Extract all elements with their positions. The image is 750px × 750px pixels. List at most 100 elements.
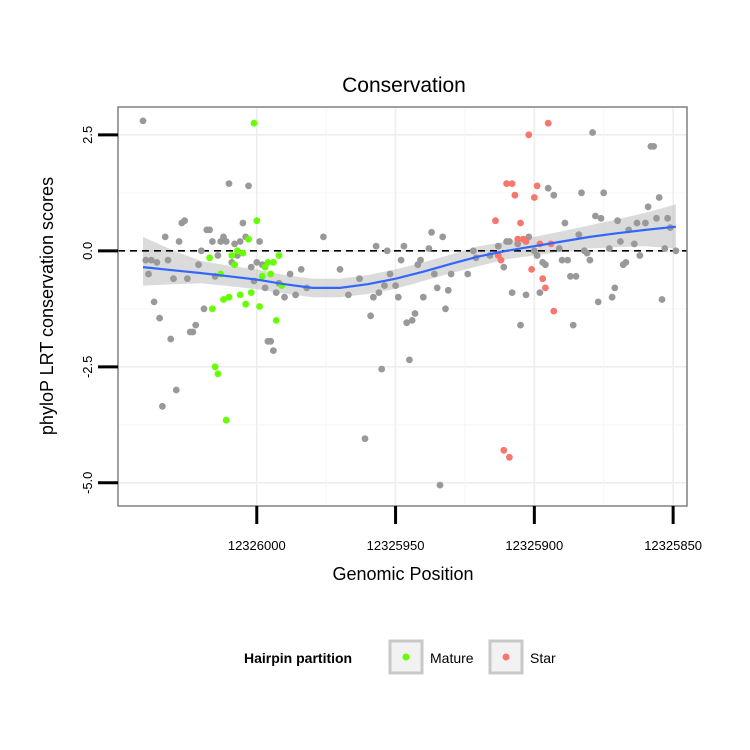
data-point-mature <box>222 416 230 424</box>
data-point-other <box>161 233 169 241</box>
data-point-other <box>572 272 580 280</box>
data-point-other <box>586 256 594 264</box>
legend-marker-mature <box>402 653 410 661</box>
data-point-star <box>550 307 558 315</box>
data-point-other <box>536 289 544 296</box>
data-point-star <box>508 180 516 188</box>
data-point-other <box>156 314 164 322</box>
data-point-other <box>600 189 608 197</box>
data-point-other <box>272 289 280 296</box>
x-axis-title: Genomic Position <box>332 564 473 584</box>
data-point-other <box>142 256 150 264</box>
data-point-other <box>206 226 214 234</box>
data-point-mature <box>231 261 239 269</box>
data-point-other <box>394 293 402 301</box>
data-point-other <box>197 247 205 255</box>
data-point-mature <box>253 217 261 225</box>
data-point-star <box>528 266 535 273</box>
x-tick-label: 12325950 <box>367 538 425 553</box>
data-point-other <box>267 337 275 345</box>
data-point-other <box>517 321 524 329</box>
data-point-star <box>506 453 513 461</box>
data-point-other <box>550 191 558 199</box>
data-point-other <box>439 233 447 241</box>
legend-item-star: Star <box>488 639 556 675</box>
data-point-other <box>222 238 230 245</box>
data-point-other <box>411 310 419 317</box>
data-point-other <box>139 117 147 125</box>
data-point-other <box>153 259 161 266</box>
data-point-other <box>245 182 252 190</box>
data-point-other <box>367 312 374 320</box>
data-point-other <box>494 242 502 250</box>
data-point-mature <box>234 247 241 255</box>
data-point-other <box>403 319 411 327</box>
data-point-other <box>147 256 155 264</box>
data-point-other <box>644 203 652 211</box>
data-point-other <box>433 284 441 292</box>
data-point-other <box>200 305 208 313</box>
data-point-other <box>375 289 383 296</box>
data-point-mature <box>206 254 214 262</box>
data-point-other <box>370 293 377 301</box>
data-point-other <box>425 245 433 252</box>
data-point-other <box>564 256 571 264</box>
data-point-other <box>336 266 344 273</box>
data-point-mature <box>236 291 244 299</box>
data-point-other <box>567 272 574 280</box>
legend-marker-star <box>502 653 510 661</box>
data-point-other <box>192 321 200 329</box>
data-point-mature <box>270 259 277 266</box>
data-point-other <box>661 245 669 252</box>
plot-border <box>117 106 688 507</box>
data-point-other <box>170 275 177 283</box>
data-point-star <box>522 238 530 245</box>
data-point-other <box>406 356 413 364</box>
data-point-other <box>167 335 175 343</box>
data-points <box>139 117 680 489</box>
data-point-other <box>617 238 624 245</box>
data-point-other <box>386 270 394 278</box>
data-point-other <box>231 240 239 248</box>
x-tick-label: 12326000 <box>228 538 286 553</box>
data-point-other <box>608 293 616 301</box>
data-point-other <box>655 194 663 201</box>
data-point-other <box>444 286 452 294</box>
data-point-other <box>469 247 477 255</box>
data-point-other <box>575 231 583 239</box>
data-point-other <box>514 240 522 248</box>
data-point-star <box>525 131 533 139</box>
data-point-mature <box>242 300 250 308</box>
data-point-other <box>392 282 399 289</box>
data-point-other <box>597 214 605 222</box>
data-point-other <box>164 256 172 264</box>
data-point-other <box>500 263 508 271</box>
data-point-other <box>236 238 244 245</box>
data-point-other <box>506 238 513 245</box>
legend-title: Hairpin partition <box>244 650 352 666</box>
data-point-other <box>286 270 294 278</box>
data-point-mature <box>225 293 233 301</box>
data-point-other <box>544 184 552 192</box>
data-point-other <box>431 270 438 278</box>
axes: -5.0 -2.5 0.0 2.5 12326000 12325950 12325900 12… <box>80 126 702 553</box>
data-point-other <box>636 252 644 259</box>
data-point-other <box>372 242 380 250</box>
data-point-star <box>500 446 508 454</box>
y-axis-title: phyloP LRT conservation scores <box>37 177 57 435</box>
data-point-mature <box>228 252 236 259</box>
data-point-other <box>189 328 197 336</box>
data-point-other <box>184 275 191 283</box>
data-point-star <box>544 119 552 127</box>
data-point-mature <box>214 370 222 378</box>
data-point-other <box>592 212 599 220</box>
data-point-other <box>381 282 388 289</box>
data-point-other <box>292 291 299 299</box>
chart-title: Conservation <box>342 74 466 97</box>
data-point-other <box>270 347 277 354</box>
legend-label-mature: Mature <box>430 650 474 666</box>
data-point-other <box>522 291 530 299</box>
data-point-other <box>533 252 541 259</box>
data-point-other <box>209 238 216 245</box>
